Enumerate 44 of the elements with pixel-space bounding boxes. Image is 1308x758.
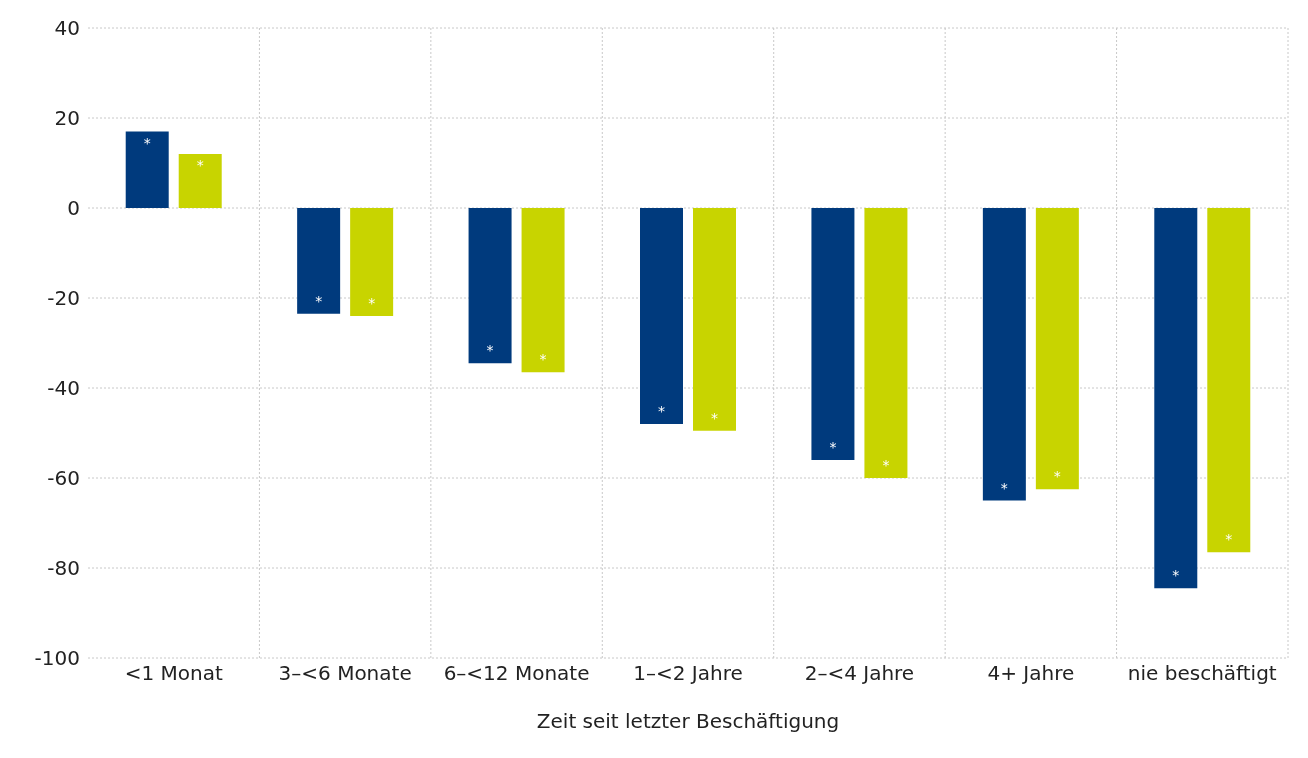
x-tick-label: 6–<12 Monate xyxy=(443,661,590,686)
y-tick-label: -20 xyxy=(47,286,80,311)
data-label: * xyxy=(711,409,718,426)
data-label: * xyxy=(1053,468,1061,485)
bar xyxy=(864,208,908,478)
data-label: * xyxy=(486,342,494,359)
y-tick-label: 20 xyxy=(54,106,80,131)
bar xyxy=(982,208,1026,501)
bar xyxy=(1035,208,1079,490)
data-label: * xyxy=(658,403,665,419)
y-tick-label: 0 xyxy=(67,196,80,221)
x-axis-title: Zeit seit letzter Beschäftigung xyxy=(536,709,840,733)
x-tick-label: 4+ Jahre xyxy=(987,661,1075,686)
data-label: * xyxy=(196,157,204,173)
data-label: * xyxy=(1225,531,1233,548)
bar xyxy=(693,208,736,431)
data-label: * xyxy=(829,439,837,455)
data-label: * xyxy=(368,295,376,311)
data-label: * xyxy=(1172,567,1180,584)
bar xyxy=(297,208,341,314)
y-tick-label: -40 xyxy=(47,376,80,401)
x-tick-label: 3–<6 Monate xyxy=(278,661,412,686)
x-tick-label: 2–<4 Jahre xyxy=(804,661,915,686)
bar xyxy=(521,208,565,373)
x-tick-label: <1 Monat xyxy=(124,661,223,686)
y-tick-label: 40 xyxy=(54,16,80,41)
y-tick-label: -60 xyxy=(47,466,80,491)
bar xyxy=(178,154,222,208)
bar xyxy=(125,131,169,208)
x-tick-label: nie beschäftigt xyxy=(1127,661,1277,686)
x-tick-label: 1–<2 Jahre xyxy=(633,661,743,686)
y-tick-label: -80 xyxy=(47,556,80,581)
bar xyxy=(468,208,512,364)
data-label: * xyxy=(143,134,151,151)
bar xyxy=(811,208,855,460)
bar xyxy=(1154,208,1198,589)
y-tick-label: -100 xyxy=(34,646,80,671)
bar xyxy=(1207,208,1251,553)
data-label: * xyxy=(539,351,547,368)
bar xyxy=(350,208,394,316)
data-label: * xyxy=(1000,479,1008,496)
bar xyxy=(640,208,683,424)
data-label: * xyxy=(882,457,890,473)
data-label: * xyxy=(315,292,323,309)
